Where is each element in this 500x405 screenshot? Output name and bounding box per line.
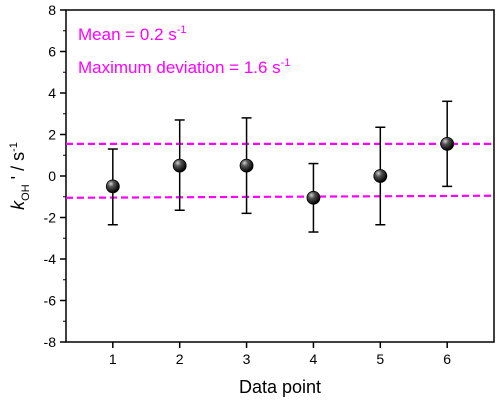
- x-axis-title: Data point: [239, 377, 321, 397]
- annotation-mean: Mean = 0.2 s-1: [78, 24, 187, 44]
- y-axis-title-k: k: [8, 200, 28, 210]
- data-point: [105, 179, 120, 194]
- x-tick-label: 3: [243, 351, 251, 367]
- y-tick-label: -4: [44, 251, 57, 267]
- y-axis-title-mid: ' / s: [8, 152, 28, 184]
- y-tick-label: 0: [48, 168, 56, 184]
- y-axis-title-sub: OH: [20, 184, 32, 201]
- y-axis-title: kOH ' / s-1: [8, 142, 32, 210]
- reference-lines: [65, 142, 495, 199]
- annotation-mean-sup: -1: [177, 24, 187, 36]
- x-tick-label: 5: [376, 351, 384, 367]
- data-point: [239, 158, 254, 173]
- data-markers: [105, 136, 455, 205]
- annotation-deviation: Maximum deviation = 1.6 s-1: [78, 57, 290, 77]
- y-tick-label: -6: [44, 293, 57, 309]
- x-axis-ticks: 1 2 3 4 5 6: [109, 342, 451, 367]
- data-point: [440, 136, 455, 151]
- x-tick-label: 6: [443, 351, 451, 367]
- annotation-deviation-sup: -1: [281, 57, 291, 69]
- data-point: [373, 169, 388, 183]
- x-tick-label: 4: [310, 351, 318, 367]
- x-tick-label: 1: [109, 351, 117, 367]
- annotation-mean-text: Mean = 0.2 s: [78, 25, 177, 44]
- y-tick-label: 8: [48, 2, 56, 18]
- error-bars: [107, 100, 453, 233]
- y-tick-label: 6: [48, 44, 56, 60]
- y-axis-ticks: -8 -6 -4 -2 0 2 4 6 8: [44, 2, 66, 350]
- x-tick-label: 2: [176, 351, 184, 367]
- annotation-deviation-text: Maximum deviation = 1.6 s: [78, 58, 281, 77]
- y-tick-label: -8: [44, 334, 57, 350]
- y-tick-label: 4: [48, 85, 56, 101]
- y-tick-label: -2: [44, 210, 57, 226]
- data-point: [306, 190, 321, 205]
- y-axis-title-sup: -1: [8, 142, 20, 152]
- data-point: [172, 158, 187, 173]
- y-tick-label: 2: [48, 127, 56, 143]
- lower-reference-line: [65, 194, 495, 199]
